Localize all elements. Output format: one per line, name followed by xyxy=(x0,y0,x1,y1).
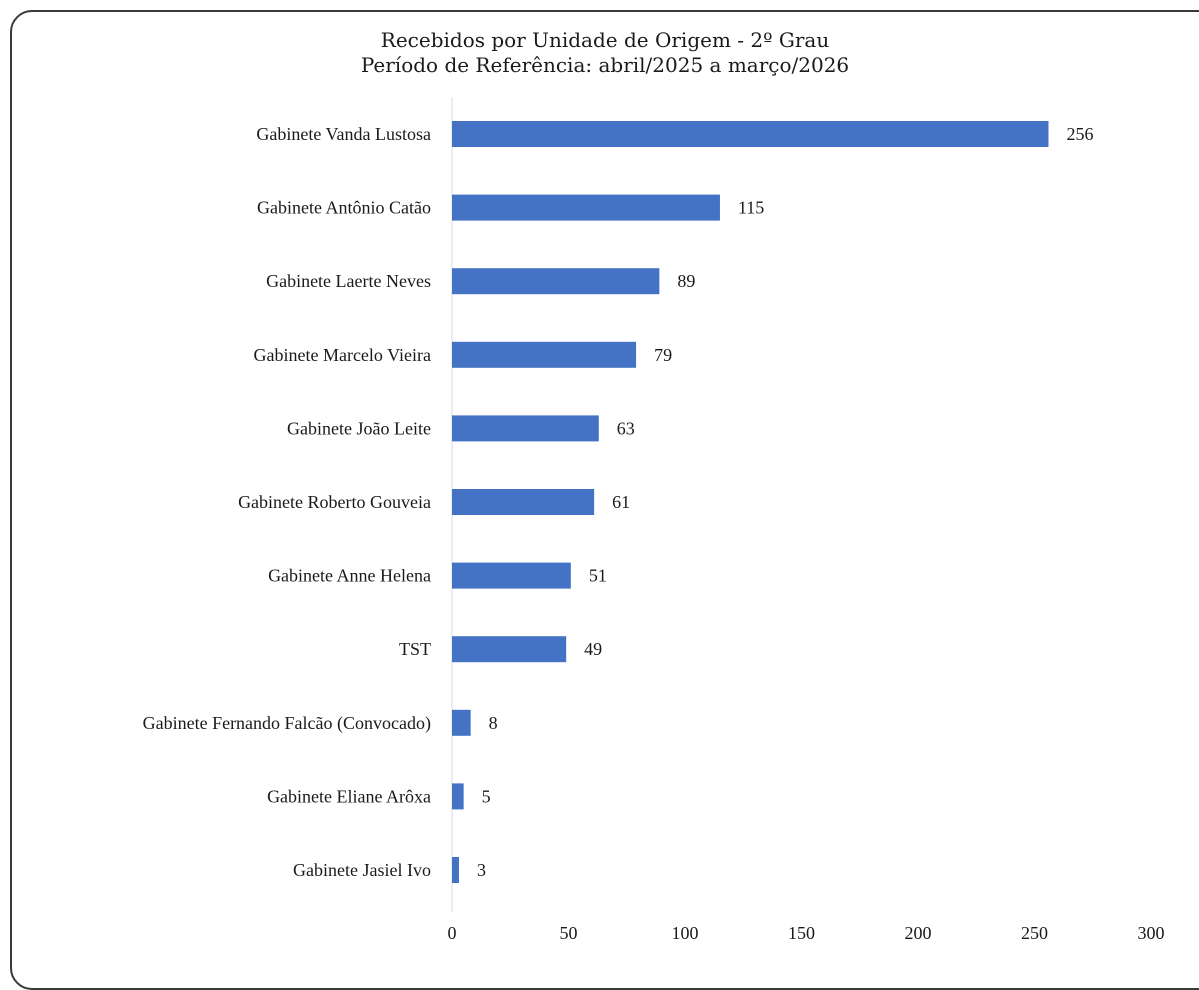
data-label: 61 xyxy=(612,492,630,512)
category-label: Gabinete Antônio Catão xyxy=(257,198,431,218)
x-axis-ticks: 0 50 100 150 200 250 300 xyxy=(448,923,1165,943)
bar xyxy=(452,857,459,883)
category-label: Gabinete Laerte Neves xyxy=(266,271,431,291)
category-label: Gabinete Roberto Gouveia xyxy=(238,492,431,512)
x-tick-label: 150 xyxy=(788,923,815,943)
x-tick-label: 50 xyxy=(560,923,578,943)
data-label: 63 xyxy=(617,418,635,438)
data-label: 8 xyxy=(489,713,498,733)
data-label: 49 xyxy=(584,639,602,659)
bar xyxy=(452,562,571,589)
chart: Recebidos por Unidade de Origem - 2º Gra… xyxy=(143,28,1165,943)
bar xyxy=(452,194,720,221)
bar xyxy=(452,709,471,736)
data-label: 115 xyxy=(738,198,764,218)
category-label: Gabinete João Leite xyxy=(287,418,431,438)
bars-group: Gabinete Vanda Lustosa 256 Gabinete Antôni… xyxy=(143,121,1093,883)
category-label: Gabinete Marcelo Vieira xyxy=(253,345,431,365)
category-label: Gabinete Vanda Lustosa xyxy=(256,124,431,144)
bar xyxy=(452,489,595,515)
category-label: Gabinete Fernando Falcão (Convocado) xyxy=(143,713,431,734)
category-label: Gabinete Jasiel Ivo xyxy=(293,860,431,880)
data-label: 51 xyxy=(589,566,607,586)
data-label: 5 xyxy=(482,786,491,806)
bar xyxy=(452,415,599,442)
chart-frame xyxy=(10,10,1199,990)
x-tick-label: 200 xyxy=(905,923,932,943)
chart-subtitle: Período de Referência: abril/2025 a març… xyxy=(361,53,849,77)
x-tick-label: 0 xyxy=(448,923,457,943)
bar xyxy=(452,121,1049,147)
chart-title: Recebidos por Unidade de Origem - 2º Gra… xyxy=(381,28,830,52)
data-label: 3 xyxy=(477,860,486,880)
data-label: 89 xyxy=(677,271,695,291)
category-label: TST xyxy=(399,639,431,659)
category-label: Gabinete Anne Helena xyxy=(268,566,431,586)
bar xyxy=(452,341,637,368)
x-tick-label: 100 xyxy=(672,923,699,943)
data-label: 256 xyxy=(1066,124,1093,144)
category-label: Gabinete Eliane Arôxa xyxy=(267,786,431,806)
x-tick-label: 250 xyxy=(1021,923,1048,943)
bar xyxy=(452,636,567,663)
bar xyxy=(452,783,464,810)
x-tick-label: 300 xyxy=(1138,923,1165,943)
bar xyxy=(452,268,660,295)
data-label: 79 xyxy=(654,345,672,365)
